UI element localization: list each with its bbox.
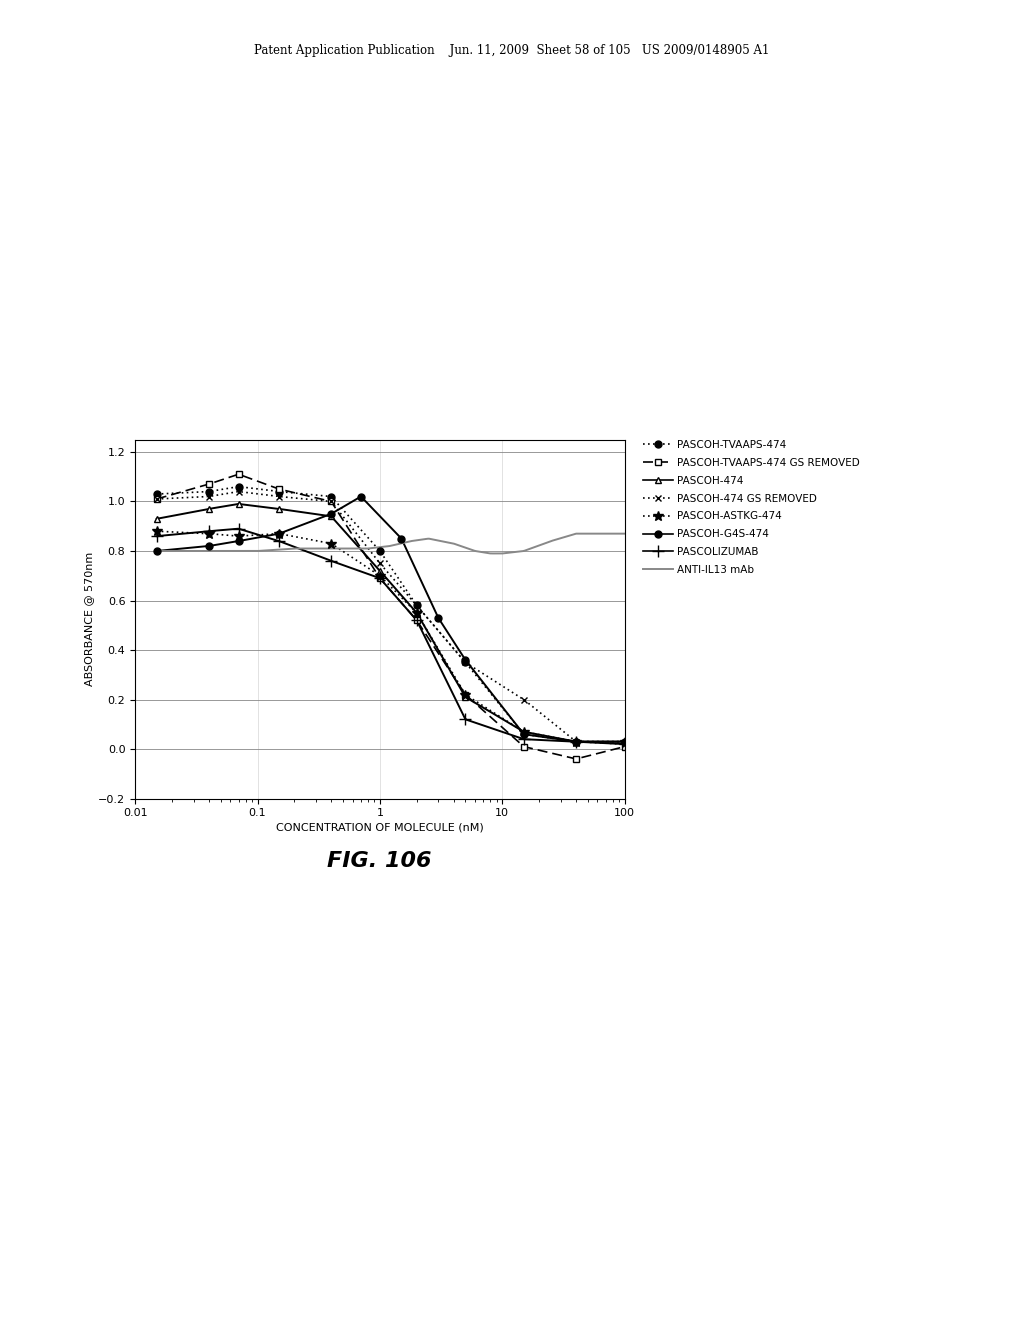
Text: Patent Application Publication    Jun. 11, 2009  Sheet 58 of 105   US 2009/01489: Patent Application Publication Jun. 11, … <box>254 44 770 57</box>
Y-axis label: ABSORBANCE @ 570nm: ABSORBANCE @ 570nm <box>84 552 94 686</box>
Legend: PASCOH-TVAAPS-474, PASCOH-TVAAPS-474 GS REMOVED, PASCOH-474, PASCOH-474 GS REMOV: PASCOH-TVAAPS-474, PASCOH-TVAAPS-474 GS … <box>639 436 863 579</box>
X-axis label: CONCENTRATION OF MOLECULE (nM): CONCENTRATION OF MOLECULE (nM) <box>276 822 483 833</box>
Text: FIG. 106: FIG. 106 <box>327 851 431 871</box>
